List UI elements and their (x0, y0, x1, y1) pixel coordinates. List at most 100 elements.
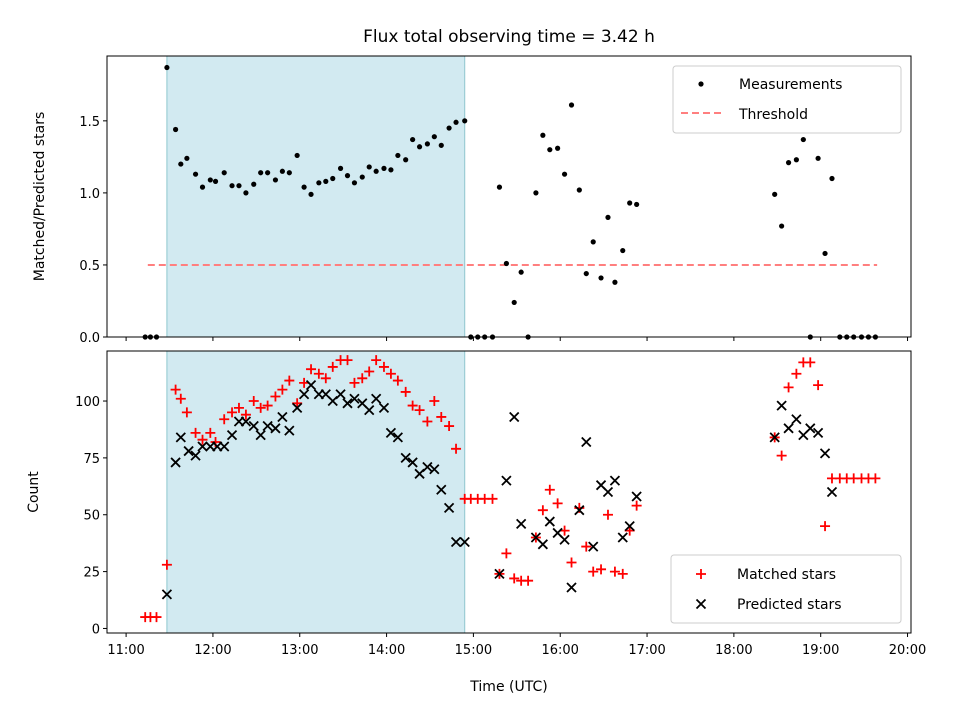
measurement-point (800, 136, 806, 143)
x-tick-label: 18:00 (715, 643, 752, 658)
predicted-star-point (298, 389, 310, 400)
predicted-star-point (392, 432, 404, 443)
measurement-point (164, 64, 170, 71)
matched-star-point (552, 498, 563, 509)
matched-star-point (776, 450, 787, 461)
measurement-point (612, 279, 618, 285)
predicted-star-point (436, 484, 447, 495)
matched-star-point (813, 380, 824, 391)
measurement-point (561, 171, 568, 177)
x-tick-label: 17:00 (628, 643, 665, 658)
measurement-point (779, 223, 785, 229)
predicted-star-point (509, 411, 520, 423)
measurement-point (547, 147, 553, 153)
top-x-ticks (125, 337, 909, 341)
predicted-star-point (812, 427, 824, 439)
bottom-y-axis-label: Count (26, 471, 42, 513)
x-axis-label: Time (UTC) (469, 679, 547, 695)
predicted-star-point (378, 402, 390, 413)
measurement-point (301, 184, 307, 190)
measurement-point (184, 155, 190, 161)
matched-star-point (342, 355, 353, 366)
measurement-point (344, 173, 351, 179)
matched-star-point (451, 443, 462, 454)
matched-star-point (313, 368, 324, 379)
measurement-point (316, 180, 322, 186)
matched-star-point (783, 382, 794, 393)
y-tick-label: 0.5 (79, 259, 100, 274)
predicted-star-point (248, 420, 259, 432)
measurement-point (462, 118, 468, 124)
measurement-point (236, 183, 242, 189)
measurement-point (829, 175, 835, 182)
bottom-panel: 0 25 50 75 100 11:00 12:00 13:00 14:00 15:00 16:0… (26, 350, 926, 658)
y-tick-label: 25 (83, 566, 100, 581)
top-y-ticks: 0.0 0.5 1.0 1.5 (79, 115, 107, 346)
matched-star-point (385, 368, 396, 379)
top-legend: Measurements Threshold (672, 65, 902, 134)
measurement-point (540, 132, 546, 138)
top-axes-frame (106, 55, 912, 338)
matched-star-point (349, 377, 360, 388)
matched-star-point (537, 505, 548, 516)
measurement-point (590, 239, 596, 245)
matched-star-point (392, 375, 403, 386)
measurement-point (286, 170, 292, 176)
measurement-point (395, 152, 401, 159)
predicted-star-point (197, 441, 208, 452)
matched-star-point (581, 541, 592, 552)
measurement-point (279, 168, 285, 174)
predicted-star-point (559, 534, 570, 545)
matched-star-point (357, 373, 368, 384)
measurement-point (518, 269, 524, 275)
shaded-span-top (166, 55, 466, 338)
matched-star-point (320, 373, 331, 384)
matched-star-point (429, 396, 440, 407)
matched-star-point (240, 409, 251, 420)
measurement-point (583, 270, 589, 277)
x-tick-label: 20:00 (889, 643, 926, 658)
matched-star-point (501, 548, 512, 559)
matched-star-point (262, 400, 273, 411)
matched-star-point (509, 573, 520, 584)
x-tick-label: 12:00 (194, 643, 231, 658)
matched-star-point (400, 386, 411, 397)
predicted-star-point (284, 425, 295, 436)
y-tick-label: 75 (83, 452, 100, 467)
matched-star-point (378, 361, 389, 372)
predicted-star-point (219, 441, 230, 452)
predicted-star-point (501, 475, 512, 486)
measurement-point (381, 165, 387, 171)
measurement-point (373, 168, 379, 174)
matched-star-point (151, 612, 162, 623)
predicted-star-point (450, 536, 462, 548)
predicted-star-point (624, 520, 635, 532)
measurement-point (258, 170, 264, 176)
measurement-point (634, 201, 640, 208)
measurement-point (598, 275, 604, 281)
measurement-point (822, 250, 828, 257)
legend-measurements-label: Measurements (739, 77, 842, 93)
matched-star-point (284, 375, 295, 386)
measurement-point (272, 177, 279, 183)
predicted-star-point (161, 589, 173, 600)
x-tick-label: 15:00 (455, 643, 492, 658)
matched-star-point (523, 575, 534, 586)
measurement-point (503, 260, 509, 267)
predicted-star-point (407, 457, 418, 468)
predicted-star-point (262, 420, 273, 432)
measurement-point (416, 144, 423, 150)
predicted-star-point (292, 402, 303, 413)
predicted-star-point (277, 411, 288, 423)
predicted-star-point (175, 432, 186, 443)
predicted-star-point (371, 393, 382, 404)
matched-star-point (436, 411, 447, 422)
measurement-point (496, 184, 503, 190)
matched-star-point (255, 402, 266, 413)
y-tick-label: 100 (75, 395, 100, 410)
measurement-point (453, 119, 459, 125)
matched-star-point (277, 384, 288, 395)
predicted-star-point (494, 568, 505, 580)
predicted-star-point (805, 423, 816, 434)
predicted-star-point (544, 516, 555, 527)
